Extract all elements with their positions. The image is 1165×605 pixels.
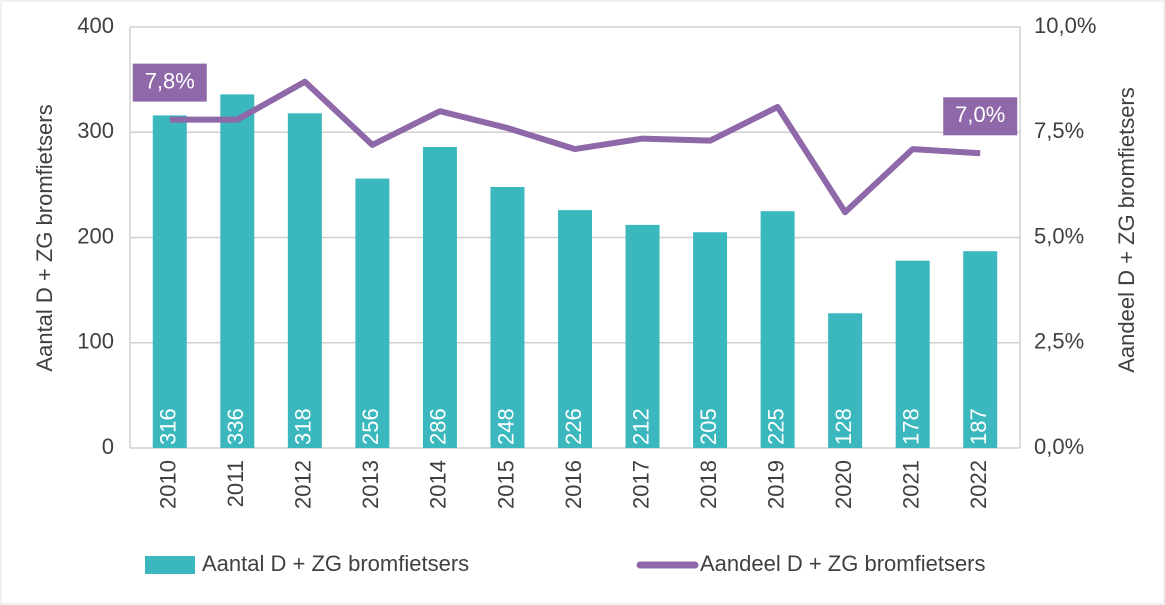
x-tick-label: 2010: [156, 460, 181, 509]
bar: [760, 211, 795, 448]
x-tick-label: 2022: [966, 460, 991, 509]
bar: [895, 260, 930, 448]
bar: [355, 178, 390, 448]
x-tick-label: 2014: [426, 460, 451, 509]
value-label-box: [132, 63, 207, 102]
y-tick-label: 400: [77, 13, 114, 38]
bar-value-label: 128: [831, 408, 856, 445]
bar: [422, 146, 457, 449]
bar-value-label: 178: [899, 408, 924, 445]
x-tick-label: 2015: [493, 460, 518, 509]
bar-value-label: 212: [628, 408, 653, 445]
bar: [220, 94, 255, 449]
legend-label: Aandeel D + ZG bromfietsers: [700, 551, 986, 576]
x-tick-label: 2016: [561, 460, 586, 509]
value-label-box: [943, 97, 1018, 136]
bar-value-label: 248: [493, 408, 518, 445]
bar-value-label: 187: [966, 408, 991, 445]
bar: [490, 186, 525, 449]
bar-value-label: 286: [426, 408, 451, 445]
bar: [287, 113, 322, 449]
legend-label: Aantal D + ZG bromfietsers: [202, 551, 469, 576]
bar: [558, 210, 592, 448]
bar: [963, 251, 998, 448]
line-value-label: 7,0%: [955, 102, 1005, 127]
y2-axis-title: Aandeel D + ZG bromfietsers: [1114, 87, 1139, 373]
legend-swatch: [145, 556, 195, 574]
y2-tick-label: 2,5%: [1034, 329, 1084, 354]
x-tick-label: 2021: [899, 460, 924, 509]
y2-tick-label: 0,0%: [1034, 434, 1084, 459]
line: [169, 78, 981, 216]
x-tick-label: 2011: [223, 460, 248, 507]
x-tick-label: 2012: [291, 460, 316, 509]
y-tick-label: 0: [102, 434, 114, 459]
bar-value-label: 318: [291, 408, 316, 445]
bar: [625, 224, 660, 448]
y-axis-title: Aantal D + ZG bromfietsers: [32, 104, 57, 371]
y-tick-label: 200: [77, 223, 114, 248]
x-tick-label: 2017: [628, 460, 653, 509]
x-tick-label: 2018: [696, 460, 721, 509]
bar: [152, 115, 187, 448]
x-tick-label: 2019: [763, 460, 788, 509]
bar-value-label: 316: [156, 408, 181, 445]
x-tick-label: 2020: [831, 460, 856, 509]
line-value-label: 7,8%: [145, 68, 195, 93]
bar-value-label: 256: [358, 408, 383, 445]
bar-value-label: 225: [763, 408, 788, 445]
bar-value-label: 226: [561, 408, 586, 445]
y-tick-label: 300: [77, 118, 114, 143]
y2-tick-label: 5,0%: [1034, 223, 1084, 248]
bar: [693, 232, 728, 448]
x-tick-label: 2013: [358, 460, 383, 509]
bar: [828, 313, 863, 448]
y2-tick-label: 7,5%: [1034, 118, 1084, 143]
y2-tick-label: 10,0%: [1034, 13, 1096, 38]
y-tick-label: 100: [77, 329, 114, 354]
bar-value-label: 336: [223, 408, 248, 445]
bar-value-label: 205: [696, 408, 721, 445]
